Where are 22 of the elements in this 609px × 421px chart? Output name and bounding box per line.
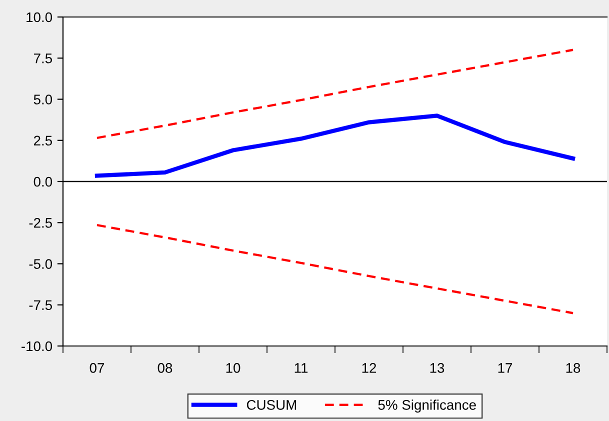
y-tick-label: 7.5 — [34, 54, 52, 64]
legend-label: CUSUM — [246, 400, 296, 410]
x-tick-label: 18 — [566, 363, 580, 373]
y-tick-label: 10.0 — [26, 12, 52, 22]
y-tick-label: -5.0 — [29, 259, 52, 269]
line-series — [96, 224, 574, 314]
x-tick-label: 17 — [498, 363, 512, 373]
y-tick-label: -10.0 — [22, 341, 52, 352]
y-tick-label: 0.0 — [34, 176, 52, 187]
y-tick-label: -2.5 — [29, 218, 52, 228]
y-tick-label: 2.5 — [34, 136, 52, 146]
x-tick-label: 07 — [90, 363, 104, 373]
line-series — [94, 114, 576, 178]
legend-label: 5% Significance — [378, 400, 476, 413]
x-tick-label: 12 — [362, 363, 376, 373]
x-tick-label: 13 — [430, 363, 444, 373]
x-tick-label: 11 — [294, 363, 308, 373]
line-series — [96, 48, 574, 140]
y-tick-label: -7.5 — [29, 300, 52, 310]
x-tick-label: 08 — [158, 363, 172, 373]
x-tick-label: 10 — [226, 363, 240, 373]
y-tick-label: 5.0 — [34, 94, 52, 104]
